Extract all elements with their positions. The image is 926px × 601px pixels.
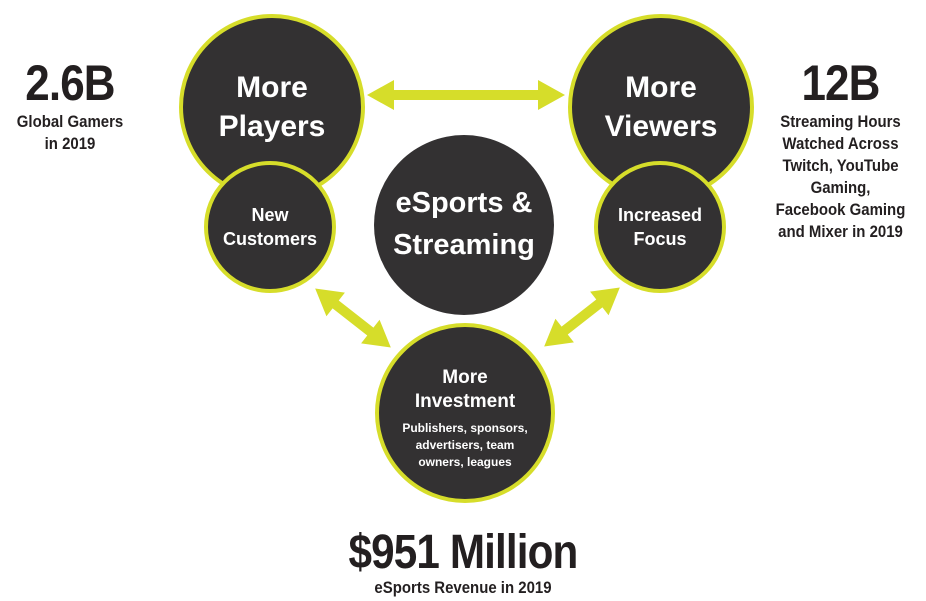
customers-line1: New xyxy=(251,205,289,225)
gamers-value: 2.6B xyxy=(25,55,115,111)
arrows xyxy=(315,80,620,348)
hours-value: 12B xyxy=(801,55,880,111)
investment-detail1: Publishers, sponsors, xyxy=(402,421,527,435)
investment-detail2: advertisers, team xyxy=(416,438,515,452)
gamers-label-line2: in 2019 xyxy=(44,134,96,153)
stat-esports-revenue: $951 Million eSports Revenue in 2019 xyxy=(263,528,663,598)
gamers-label-line1: Global Gamers xyxy=(16,112,124,131)
hours-label-line2: Watched Across xyxy=(782,134,899,153)
hours-label-line6: and Mixer in 2019 xyxy=(778,222,903,241)
circle-increased-focus: Increased Focus xyxy=(594,161,726,293)
investment-line1: More xyxy=(442,367,487,388)
revenue-label: eSports Revenue in 2019 xyxy=(374,578,552,597)
players-line2: Players xyxy=(219,110,326,143)
hours-label-line1: Streaming Hours xyxy=(780,112,901,131)
circle-more-viewers: More Viewers xyxy=(568,14,754,200)
stat-global-gamers: 2.6B Global Gamers in 2019 xyxy=(0,55,140,155)
center-line1: eSports & xyxy=(396,187,533,219)
viewers-line1: More xyxy=(625,71,697,104)
investment-line2: Investment xyxy=(415,391,516,412)
arrow-focus-investment xyxy=(544,287,620,347)
customers-line2: Customers xyxy=(223,229,317,249)
focus-line2: Focus xyxy=(633,229,686,249)
circle-new-customers: New Customers xyxy=(204,161,336,293)
arrow-players-viewers xyxy=(367,80,565,110)
investment-detail3: owners, leagues xyxy=(418,455,512,469)
circle-esports-streaming: eSports & Streaming xyxy=(374,135,554,315)
arrow-customers-investment xyxy=(315,288,391,348)
players-line1: More xyxy=(236,71,308,104)
hours-label-line4: Gaming, xyxy=(810,178,871,197)
viewers-line2: Viewers xyxy=(605,110,718,143)
focus-line1: Increased xyxy=(618,205,702,225)
center-line2: Streaming xyxy=(393,229,535,261)
hours-label-line3: Twitch, YouTube xyxy=(782,156,899,175)
stat-streaming-hours: 12B Streaming Hours Watched Across Twitc… xyxy=(755,55,926,243)
circle-more-investment: More Investment Publishers, sponsors, ad… xyxy=(375,323,555,503)
revenue-value: $951 Million xyxy=(348,526,579,579)
hours-label-line5: Facebook Gaming xyxy=(775,200,906,219)
